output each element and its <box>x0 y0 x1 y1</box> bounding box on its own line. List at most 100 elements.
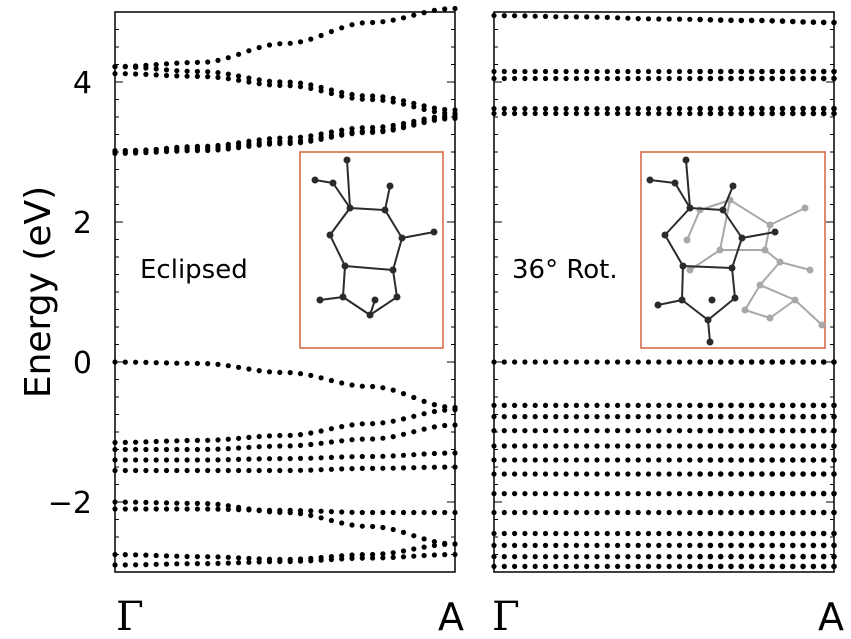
band-point <box>236 435 242 441</box>
band-point <box>339 424 345 430</box>
band-point <box>800 443 806 449</box>
panel-label-eclipsed: Eclipsed <box>140 255 248 285</box>
band-point <box>163 506 170 512</box>
band-point <box>563 471 569 477</box>
band-point <box>400 548 407 554</box>
band-point <box>297 432 304 438</box>
band-point <box>542 402 549 408</box>
band-point <box>790 443 796 449</box>
molecule-bond <box>681 265 684 301</box>
band-point <box>697 509 703 516</box>
band-point <box>297 371 304 377</box>
band-point <box>390 387 396 393</box>
band-point <box>831 68 837 75</box>
molecule-atom <box>671 179 679 187</box>
band-point <box>656 16 662 22</box>
band-point <box>339 556 345 562</box>
left-axis-ticks <box>115 11 455 573</box>
band-point <box>318 515 324 521</box>
band-point <box>153 360 159 366</box>
band-point <box>635 542 641 549</box>
band-point <box>717 402 724 409</box>
band-point <box>717 553 724 560</box>
band-point <box>738 110 745 117</box>
molecule-bond <box>722 209 743 239</box>
band-point <box>256 467 262 474</box>
band-point <box>542 68 549 75</box>
band-point <box>194 437 200 443</box>
band-point <box>666 509 672 516</box>
band-point <box>810 413 817 420</box>
band-point <box>656 509 662 516</box>
band-point <box>676 75 683 82</box>
band-point <box>728 443 734 449</box>
band-point <box>790 563 796 570</box>
band-point <box>225 76 231 82</box>
band-point <box>615 554 621 560</box>
band-point <box>790 457 796 463</box>
band-point <box>359 125 365 131</box>
band-point <box>800 553 806 560</box>
band-point <box>205 501 211 507</box>
band-point <box>163 457 170 463</box>
band-point <box>594 491 600 497</box>
band-point <box>810 110 817 117</box>
band-point <box>112 457 118 463</box>
band-point <box>287 140 293 147</box>
band-point <box>779 553 786 560</box>
band-point <box>656 471 662 477</box>
band-point <box>184 148 190 154</box>
molecule-atom <box>316 296 324 304</box>
band-point <box>769 402 775 409</box>
molecule-atom <box>731 294 739 302</box>
band-point <box>615 359 621 365</box>
band-point <box>769 359 775 365</box>
band-point <box>563 414 569 420</box>
band-point <box>645 428 652 434</box>
band-point <box>584 530 590 537</box>
band-point <box>400 125 407 131</box>
band-point <box>390 127 396 133</box>
band-point <box>287 443 293 449</box>
band-point <box>656 457 662 463</box>
molecule-bond <box>664 207 691 236</box>
band-point <box>728 427 734 434</box>
band-point <box>501 13 507 19</box>
band-point <box>522 530 528 537</box>
band-point <box>380 465 386 471</box>
band-point <box>769 105 775 112</box>
molecule-atom <box>776 258 784 266</box>
band-point <box>656 106 662 112</box>
band-point <box>318 131 324 137</box>
band-point <box>790 110 796 117</box>
band-point <box>810 443 817 449</box>
band-point <box>542 359 549 365</box>
molecule-bond <box>649 179 676 184</box>
molecule-bond <box>319 296 344 301</box>
band-point <box>122 64 128 70</box>
band-point <box>728 105 734 112</box>
band-point <box>656 491 662 497</box>
band-point <box>511 471 518 477</box>
band-point <box>800 490 806 497</box>
band-point <box>542 443 549 449</box>
band-point <box>184 446 190 453</box>
band-point <box>390 418 396 424</box>
band-point <box>452 551 458 558</box>
molecule-atom <box>326 231 334 239</box>
band-point <box>666 402 672 408</box>
band-point <box>390 99 396 105</box>
band-point <box>163 72 170 79</box>
band-point <box>800 110 806 117</box>
band-point <box>635 414 641 420</box>
band-point <box>707 542 714 549</box>
band-point <box>501 414 507 420</box>
band-point <box>553 554 559 560</box>
band-point <box>563 457 569 463</box>
band-point <box>400 120 407 127</box>
band-point <box>174 68 180 74</box>
band-point <box>205 147 211 154</box>
band-point <box>143 446 149 453</box>
right-band-points <box>491 12 837 570</box>
band-point <box>759 542 765 549</box>
